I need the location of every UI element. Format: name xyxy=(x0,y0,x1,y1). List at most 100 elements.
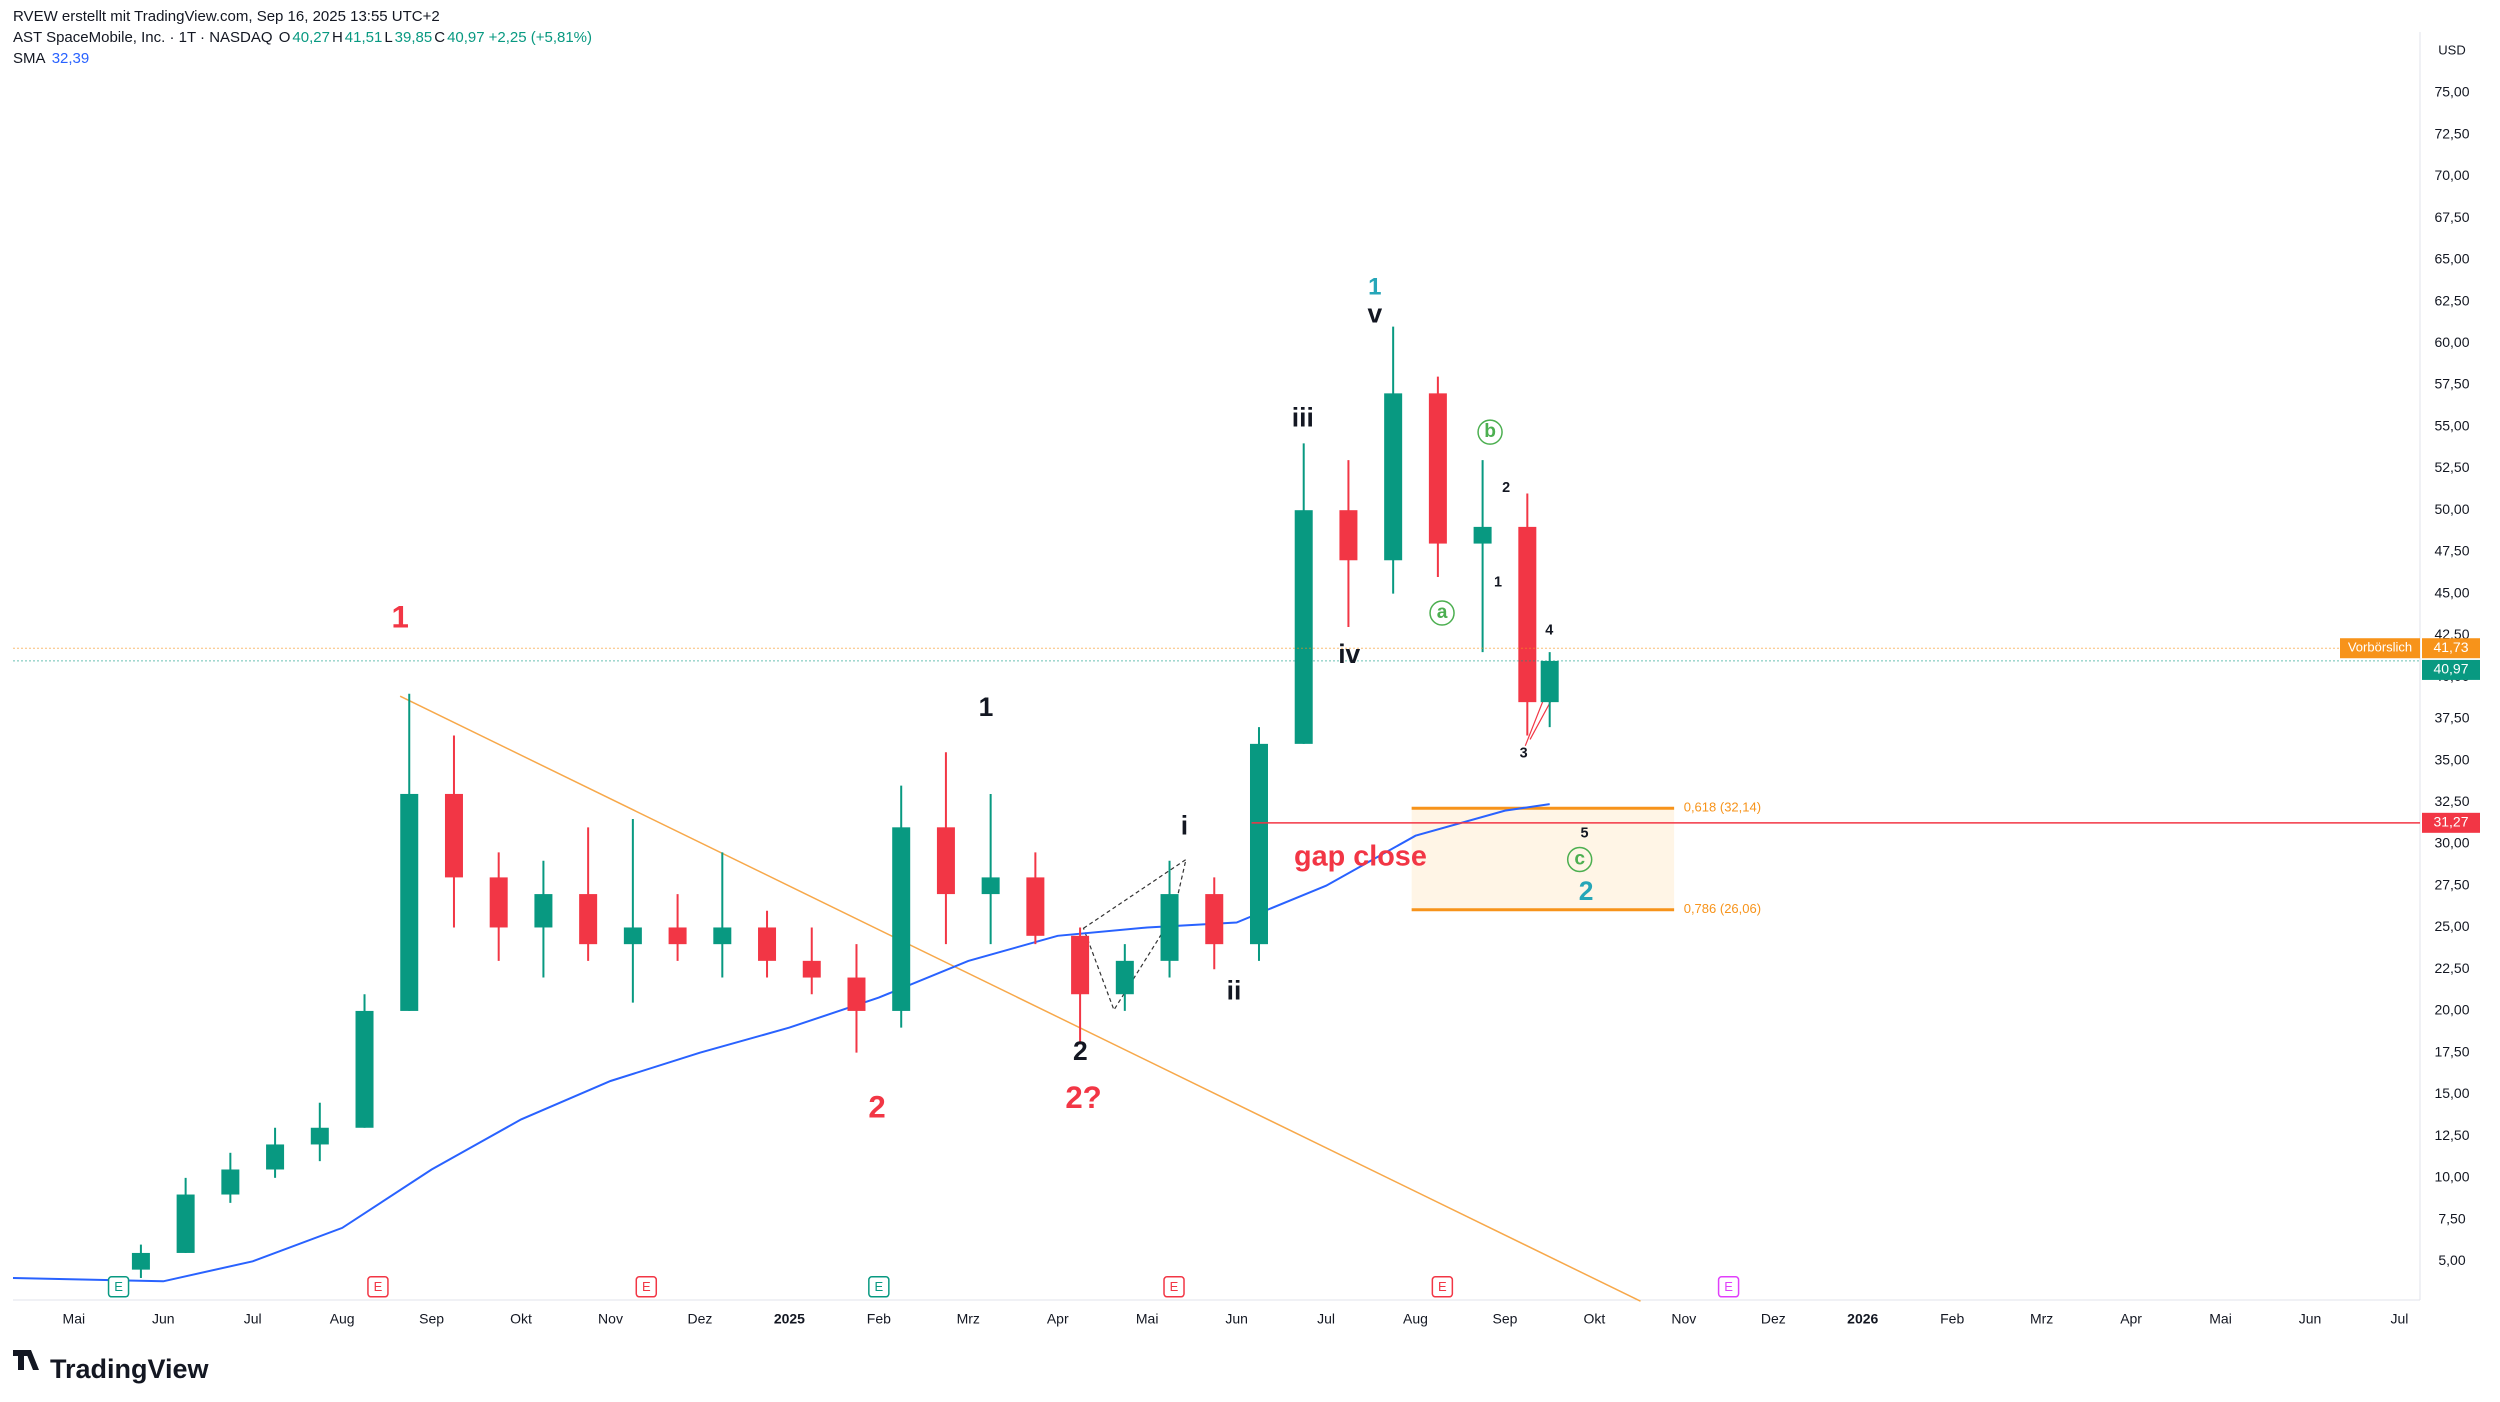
x-tick-label: Mrz xyxy=(957,1311,980,1327)
earnings-label: E xyxy=(642,1279,651,1294)
wave-circle xyxy=(1566,846,1593,873)
ohlc-value: 41,51 xyxy=(344,29,383,46)
y-tick-label: 15,00 xyxy=(2434,1085,2469,1101)
ohlc-value: 40,27 xyxy=(292,29,330,46)
candle-body xyxy=(355,1010,374,1128)
ohlc-key: C xyxy=(434,29,446,46)
x-tick-label: Apr xyxy=(2120,1311,2142,1327)
y-tick-label: 27,50 xyxy=(2434,876,2469,892)
y-tick-label: 57,50 xyxy=(2434,376,2469,392)
y-tick-label: 62,50 xyxy=(2434,292,2469,308)
candle-body xyxy=(1026,877,1045,936)
x-tick-label: Jul xyxy=(2390,1311,2408,1327)
candle-body xyxy=(1473,526,1492,544)
price-tag-text: 31,27 xyxy=(2433,814,2468,830)
sma-legend: SMA 32,39 xyxy=(13,48,594,69)
x-tick-label: Sep xyxy=(419,1311,444,1327)
trendline xyxy=(399,695,1641,1302)
y-tick-label: 70,00 xyxy=(2434,167,2469,183)
y-tick-label: 67,50 xyxy=(2434,209,2469,225)
change: +2,25 (+5,81%) xyxy=(488,29,593,46)
y-tick-label: 22,50 xyxy=(2434,960,2469,976)
price-tag-label-box xyxy=(2340,638,2420,659)
x-tick-label: Dez xyxy=(687,1311,712,1327)
price-tag xyxy=(2422,659,2480,680)
earnings-marker xyxy=(868,1276,890,1298)
candle-body xyxy=(1294,510,1313,744)
earnings-label: E xyxy=(1170,1279,1179,1294)
price-tag xyxy=(2422,638,2480,659)
candle-body xyxy=(1339,510,1358,561)
y-tick-label: 42,50 xyxy=(2434,626,2469,642)
wave-circle xyxy=(1429,600,1455,626)
ohlc-value: 39,85 xyxy=(394,29,433,46)
candle-body xyxy=(623,927,642,945)
y-tick-label: 60,00 xyxy=(2434,334,2469,350)
wave-label: 2 xyxy=(1073,1036,1088,1066)
wave-label: iv xyxy=(1338,639,1360,669)
wave-label: 2? xyxy=(1065,1080,1101,1115)
ohlc-key: H xyxy=(331,29,343,46)
candle-body xyxy=(266,1144,285,1170)
x-tick-label: Okt xyxy=(1584,1311,1606,1327)
candle-body xyxy=(892,827,911,1011)
price-tag-text: 40,97 xyxy=(2433,661,2468,677)
wave-label: 1 xyxy=(1494,574,1502,590)
symbol: AST SpaceMobile, Inc. · 1T · NASDAQ xyxy=(13,29,273,46)
candle-body xyxy=(1518,526,1537,703)
candle-body xyxy=(713,927,732,945)
x-tick-label: Nov xyxy=(1671,1311,1696,1327)
wave-label: v xyxy=(1367,298,1382,328)
x-tick-label: Sep xyxy=(1493,1311,1518,1327)
candle-body xyxy=(802,960,821,978)
wave-label: gap close xyxy=(1294,840,1427,872)
header: RVEW erstellt mit TradingView.com, Sep 1… xyxy=(13,6,594,69)
x-tick-label: Feb xyxy=(867,1311,891,1327)
y-tick-label: 35,00 xyxy=(2434,751,2469,767)
wave-label: 2 xyxy=(868,1089,885,1124)
candle-body xyxy=(176,1194,195,1253)
wave-label: c xyxy=(1574,849,1585,870)
wave-label: 1 xyxy=(1368,273,1381,300)
wave-label: 1 xyxy=(391,600,408,635)
x-tick-label: Aug xyxy=(1403,1311,1428,1327)
x-tick-label: Jun xyxy=(152,1311,175,1327)
candle-body xyxy=(1428,393,1447,544)
y-tick-label: 37,50 xyxy=(2434,710,2469,726)
candle-body xyxy=(310,1127,329,1145)
y-tick-label: 25,00 xyxy=(2434,918,2469,934)
x-tick-label: Jun xyxy=(1225,1311,1248,1327)
x-tick-label: Nov xyxy=(598,1311,623,1327)
y-tick-label: 20,00 xyxy=(2434,1002,2469,1018)
wave-label: b xyxy=(1484,421,1496,442)
candle-body xyxy=(534,894,553,928)
candle-body xyxy=(1205,894,1224,945)
ohlc-key: O xyxy=(278,29,291,46)
x-tick-label: Jun xyxy=(2299,1311,2322,1327)
brand: TradingView xyxy=(50,1354,210,1384)
wave-label: 3 xyxy=(1520,746,1528,762)
ohlc-value: 40,97 xyxy=(447,29,485,46)
earnings-marker xyxy=(1431,1276,1454,1298)
earnings-marker xyxy=(367,1276,389,1298)
x-tick-label: Feb xyxy=(1940,1311,1964,1327)
x-tick-label: Aug xyxy=(330,1311,355,1327)
candle-body xyxy=(668,927,687,945)
price-tag-text: 41,73 xyxy=(2433,639,2468,655)
earnings-label: E xyxy=(1724,1279,1733,1294)
y-tick-label: 45,00 xyxy=(2434,584,2469,600)
candle-body xyxy=(131,1252,150,1270)
wave-label: 2 xyxy=(1502,480,1510,496)
candle-body xyxy=(1540,660,1559,703)
candle-body xyxy=(1249,743,1268,945)
candle-body xyxy=(221,1169,240,1195)
wave-label: 5 xyxy=(1580,826,1588,842)
earnings-marker xyxy=(1163,1276,1185,1298)
x-tick-label: Apr xyxy=(1047,1311,1069,1327)
ohlc-key: L xyxy=(384,29,393,46)
candle-body xyxy=(1384,393,1403,561)
candle-body xyxy=(1115,960,1134,995)
